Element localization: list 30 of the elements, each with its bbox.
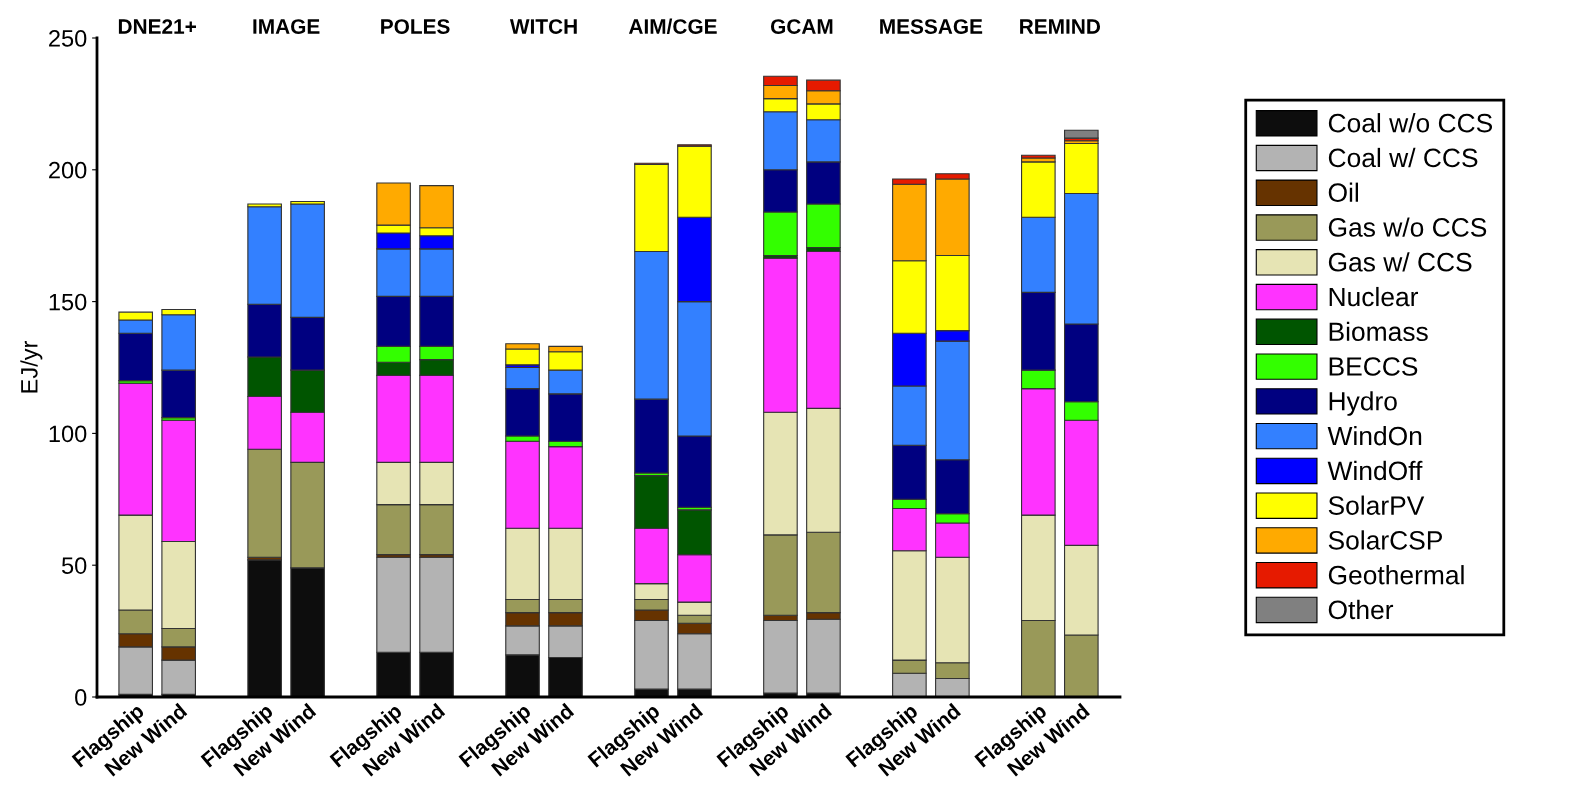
legend-label: Oil — [1328, 182, 1359, 202]
legend-label: SolarPV — [1328, 495, 1425, 515]
legend-label: BECCS — [1329, 357, 1418, 376]
legend-label: Other — [1328, 599, 1394, 620]
legend-label: Coal w/ CCS — [1328, 147, 1478, 168]
y-axis-title: EJ/yr — [20, 341, 43, 393]
text: REMIND — [1020, 19, 1101, 34]
legend-label: WindOff — [1327, 460, 1423, 481]
text: WITCH — [509, 19, 577, 34]
legend-label: SolarCSP — [1328, 530, 1442, 550]
legend-label: Nuclear — [1329, 286, 1419, 307]
y-tick-label: 100 — [49, 425, 87, 443]
text: GCAM — [770, 19, 833, 34]
legend-label: Coal w/o CCS — [1328, 113, 1493, 133]
y-tick-label: 150 — [49, 293, 87, 311]
legend-label: Geothermal — [1328, 565, 1464, 585]
legend-label: Gas w/ CCS — [1328, 252, 1472, 272]
text: IMAGE — [253, 19, 320, 34]
y-tick-label: 50 — [61, 557, 87, 574]
legend-label: Gas w/o CCS — [1328, 217, 1487, 237]
y-tick-label: 250 — [49, 30, 87, 47]
legend-label: Biomass — [1329, 321, 1428, 342]
text: AIM/CGE — [628, 18, 717, 35]
legend-label: Hydro — [1329, 391, 1397, 416]
y-tick-label: 200 — [49, 161, 87, 179]
y-tick-label: 0 — [75, 689, 87, 706]
text: POLES — [381, 19, 450, 34]
text: MESSAGE — [880, 19, 983, 34]
text: DNE21+ — [118, 19, 196, 34]
legend-label: WindOn — [1327, 425, 1422, 446]
